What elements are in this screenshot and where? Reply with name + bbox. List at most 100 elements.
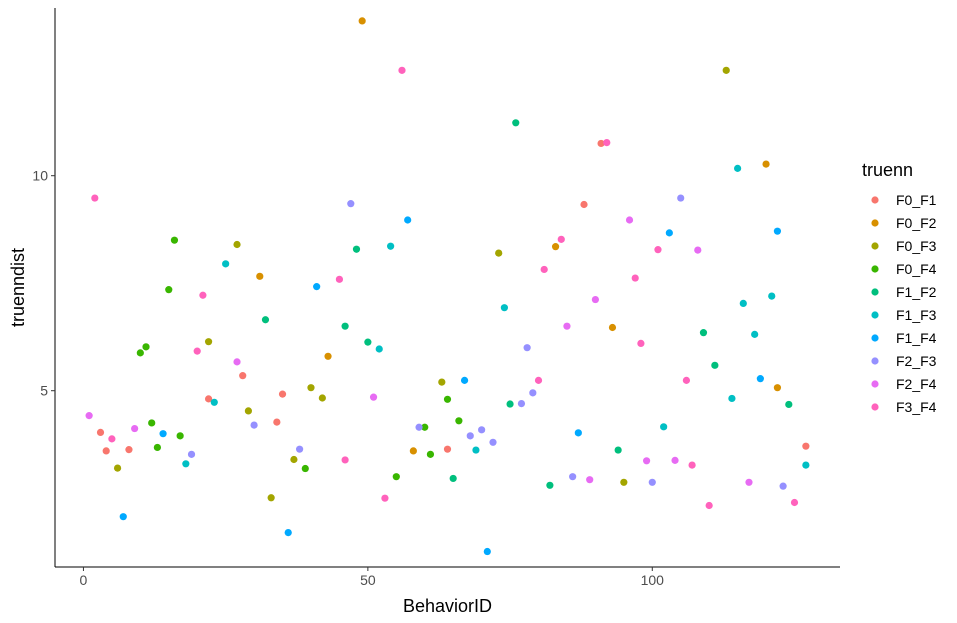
data-point bbox=[125, 446, 133, 454]
data-point bbox=[517, 400, 526, 408]
data-point bbox=[256, 272, 264, 280]
y-axis-ticks: 5 10 bbox=[32, 168, 55, 399]
data-point bbox=[187, 450, 196, 458]
data-point bbox=[153, 443, 161, 452]
data-point bbox=[591, 295, 599, 304]
x-tick-label: 50 bbox=[360, 572, 376, 588]
data-point bbox=[387, 242, 395, 250]
data-point bbox=[563, 322, 571, 330]
data-point bbox=[739, 299, 747, 308]
data-point bbox=[204, 395, 213, 403]
legend-key bbox=[871, 242, 879, 250]
data-point bbox=[665, 229, 673, 237]
data-point bbox=[790, 498, 799, 507]
data-point bbox=[273, 418, 281, 426]
data-point bbox=[409, 447, 417, 455]
x-tick-label: 0 bbox=[80, 572, 88, 588]
data-point bbox=[96, 428, 105, 437]
data-point bbox=[404, 216, 412, 224]
data-point bbox=[449, 474, 457, 483]
data-point bbox=[677, 194, 685, 202]
data-point bbox=[119, 513, 127, 521]
data-point bbox=[682, 376, 691, 384]
legend: truenn F0_F1 F0_F2 F0_F3 F0_F4 F1_F2 F1_F3 F1_… bbox=[862, 160, 937, 415]
legend-label: F2_F4 bbox=[896, 376, 937, 392]
data-point bbox=[631, 274, 639, 282]
legend-key bbox=[871, 219, 879, 227]
legend-key bbox=[871, 265, 879, 273]
data-point bbox=[574, 429, 582, 437]
data-point bbox=[722, 66, 730, 74]
data-point bbox=[660, 423, 668, 431]
data-point bbox=[671, 456, 679, 464]
data-point bbox=[369, 393, 378, 401]
legend-title: truenn bbox=[862, 160, 913, 180]
legend-label: F0_F1 bbox=[896, 192, 937, 208]
legend-key bbox=[871, 311, 879, 319]
data-point bbox=[597, 139, 605, 148]
data-point bbox=[318, 394, 326, 402]
y-axis-title: truenndist bbox=[8, 248, 28, 327]
x-axis-ticks: 0 50 100 bbox=[80, 567, 665, 588]
x-tick-label: 100 bbox=[641, 572, 665, 588]
data-point bbox=[637, 339, 645, 347]
data-point bbox=[688, 461, 696, 469]
data-point bbox=[546, 481, 554, 489]
data-point bbox=[569, 473, 577, 481]
data-point bbox=[324, 352, 332, 360]
data-point bbox=[426, 450, 435, 458]
data-point bbox=[751, 330, 759, 338]
data-point bbox=[512, 119, 520, 127]
data-point bbox=[199, 291, 207, 299]
data-point bbox=[176, 432, 184, 440]
data-point bbox=[802, 442, 810, 450]
data-point bbox=[301, 464, 309, 473]
data-point bbox=[478, 426, 486, 434]
data-point bbox=[347, 200, 355, 208]
data-point bbox=[694, 246, 702, 254]
legend-key bbox=[871, 288, 879, 296]
legend-label: F1_F2 bbox=[896, 284, 937, 300]
data-point bbox=[620, 478, 628, 486]
data-point bbox=[284, 529, 292, 537]
data-point bbox=[586, 476, 594, 484]
data-point bbox=[557, 235, 565, 243]
data-point bbox=[734, 164, 742, 172]
data-point bbox=[614, 446, 622, 454]
data-point bbox=[785, 400, 793, 409]
data-point bbox=[654, 246, 662, 254]
data-point bbox=[415, 423, 423, 431]
data-point bbox=[159, 430, 167, 438]
data-point bbox=[290, 455, 298, 464]
data-point bbox=[711, 361, 719, 369]
data-point bbox=[250, 421, 258, 429]
legend-label: F0_F3 bbox=[896, 238, 937, 254]
data-point bbox=[762, 160, 770, 168]
y-tick-label: 10 bbox=[32, 168, 48, 184]
data-point bbox=[108, 435, 116, 443]
data-point bbox=[773, 227, 782, 235]
y-tick-label: 5 bbox=[40, 383, 48, 399]
data-point bbox=[523, 344, 531, 352]
data-point bbox=[466, 432, 474, 440]
legend-key bbox=[871, 403, 879, 411]
data-point bbox=[364, 338, 372, 346]
data-point bbox=[136, 349, 144, 357]
data-point bbox=[443, 395, 452, 403]
data-point bbox=[222, 260, 230, 268]
data-point bbox=[551, 243, 560, 251]
legend-label: F0_F2 bbox=[896, 215, 937, 231]
data-point bbox=[773, 384, 782, 392]
data-point bbox=[455, 417, 463, 425]
data-point bbox=[642, 457, 651, 465]
data-point bbox=[603, 138, 611, 147]
data-point bbox=[341, 322, 349, 330]
data-point bbox=[506, 400, 514, 408]
data-point bbox=[233, 358, 241, 366]
data-point bbox=[358, 17, 366, 25]
data-point bbox=[193, 347, 201, 355]
data-point bbox=[699, 329, 708, 337]
data-point bbox=[142, 343, 150, 351]
data-point bbox=[705, 501, 713, 510]
data-point bbox=[421, 423, 429, 431]
